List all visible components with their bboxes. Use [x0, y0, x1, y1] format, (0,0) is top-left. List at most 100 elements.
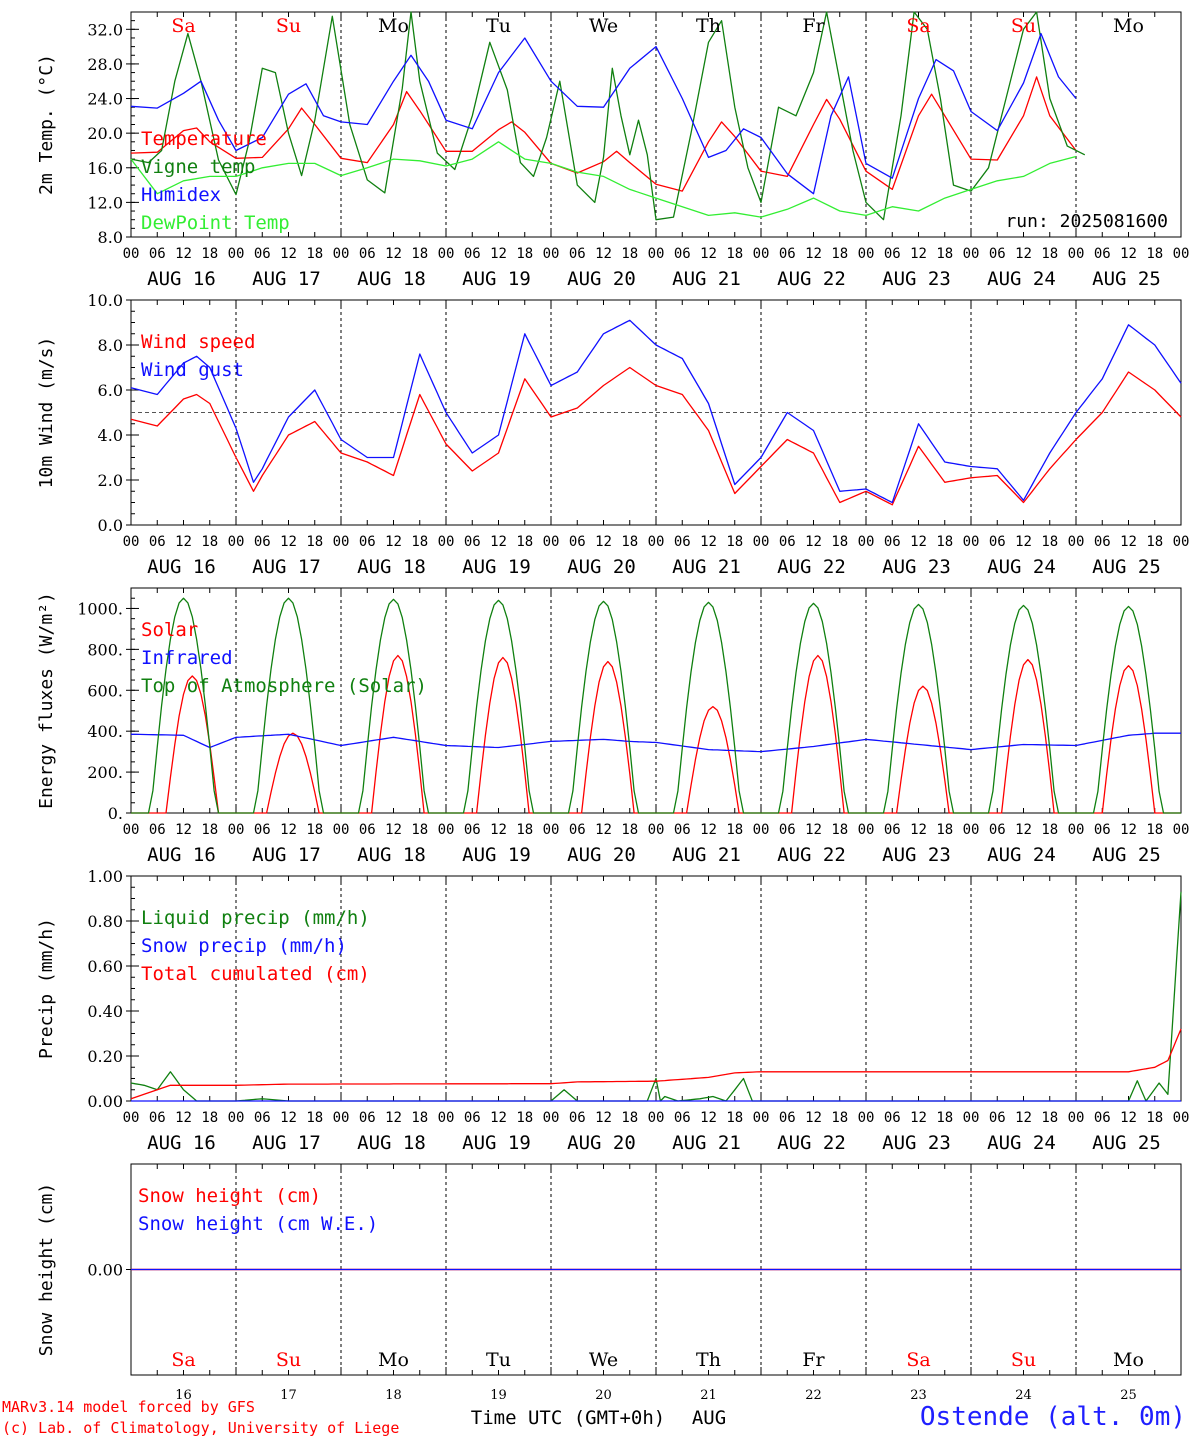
hour-tick-label: 06 [254, 822, 271, 838]
hour-tick-label: 12 [910, 534, 927, 550]
day-name-top: Sa [171, 15, 195, 37]
y-tick-label: 6.0 [98, 381, 123, 400]
hour-tick-label: 06 [464, 534, 481, 550]
y-tick-label: 16.0 [87, 159, 123, 178]
hour-tick-label: 12 [700, 1110, 717, 1126]
date-label: AUG 23 [882, 844, 951, 866]
date-label: AUG 17 [252, 268, 321, 290]
hour-tick-label: 00 [648, 534, 665, 550]
series-line-vigne-temp [130, 11, 1086, 221]
y-axis-title: Snow height (cm) [36, 1183, 57, 1356]
hour-tick-label: 06 [149, 822, 166, 838]
date-label: AUG 22 [777, 268, 846, 290]
plot-frame-2 [130, 587, 1182, 814]
hour-tick-label: 12 [805, 822, 822, 838]
hour-tick-label: 18 [831, 534, 848, 550]
day-number: 20 [595, 1388, 612, 1403]
hour-tick-label: 00 [543, 246, 560, 262]
hour-tick-label: 12 [1015, 246, 1032, 262]
hour-tick-label: 18 [516, 1110, 533, 1126]
hour-tick-label: 00 [123, 534, 140, 550]
hour-tick-label: 18 [831, 246, 848, 262]
hour-tick-label: 18 [621, 534, 638, 550]
hour-tick-label: 00 [438, 246, 455, 262]
date-label: AUG 16 [147, 844, 216, 866]
y-tick-label: 0.40 [87, 1002, 123, 1021]
hour-tick-label: 00 [963, 822, 980, 838]
hour-tick-label: 00 [648, 246, 665, 262]
date-label: AUG 22 [777, 1132, 846, 1154]
hour-tick-label: 18 [1146, 534, 1163, 550]
hour-tick-label: 12 [595, 246, 612, 262]
series-line-humidex [130, 32, 1077, 195]
hour-tick-label: 00 [228, 1110, 245, 1126]
hour-tick-label: 12 [1120, 534, 1137, 550]
y-tick-label: 0.00 [87, 1261, 123, 1280]
day-name-bottom: Th [696, 1349, 721, 1371]
day-name-bottom: Mo [1113, 1349, 1144, 1371]
hour-tick-label: 12 [595, 822, 612, 838]
hour-tick-label: 18 [306, 822, 323, 838]
date-label: AUG 23 [882, 268, 951, 290]
hour-tick-label: 18 [1041, 246, 1058, 262]
hour-tick-label: 12 [175, 534, 192, 550]
hour-tick-label: 06 [884, 246, 901, 262]
hour-tick-label: 06 [884, 534, 901, 550]
hour-tick-label: 12 [175, 246, 192, 262]
date-label: AUG 17 [252, 1132, 321, 1154]
date-label: AUG 21 [672, 844, 741, 866]
hour-tick-label: 12 [700, 534, 717, 550]
hour-tick-label: 00 [858, 246, 875, 262]
hour-tick-label: 18 [831, 1110, 848, 1126]
hour-tick-label: 12 [595, 534, 612, 550]
day-number: 17 [280, 1388, 297, 1403]
y-tick-label: 0.00 [87, 1092, 123, 1111]
date-label: AUG 16 [147, 1132, 216, 1154]
hour-tick-label: 18 [726, 246, 743, 262]
hour-tick-label: 12 [280, 246, 297, 262]
hour-tick-label: 18 [1041, 1110, 1058, 1126]
series-line-wind-gust [130, 319, 1182, 504]
hour-tick-label: 00 [963, 534, 980, 550]
hour-tick-label: 18 [1041, 822, 1058, 838]
hour-tick-label: 00 [123, 246, 140, 262]
hour-tick-label: 00 [963, 246, 980, 262]
x-axis-month: AUG [692, 1407, 726, 1429]
hour-tick-label: 06 [359, 822, 376, 838]
hour-tick-label: 12 [280, 534, 297, 550]
hour-tick-label: 18 [516, 822, 533, 838]
hour-tick-label: 00 [753, 822, 770, 838]
hour-tick-label: 06 [779, 534, 796, 550]
hour-tick-label: 00 [333, 534, 350, 550]
day-number: 21 [700, 1388, 717, 1403]
y-axis-title: Energy fluxes (W/m²) [36, 592, 57, 809]
day-name-bottom: We [589, 1349, 618, 1371]
hour-tick-label: 00 [333, 1110, 350, 1126]
hour-tick-label: 18 [411, 822, 428, 838]
y-tick-label: 400. [87, 722, 123, 741]
date-label: AUG 23 [882, 556, 951, 578]
date-label: AUG 19 [462, 268, 531, 290]
date-label: AUG 16 [147, 556, 216, 578]
hour-tick-label: 18 [726, 534, 743, 550]
day-name-top: Fr [802, 15, 825, 37]
hour-tick-label: 00 [1068, 246, 1085, 262]
hour-tick-label: 18 [201, 1110, 218, 1126]
y-tick-label: 0.20 [87, 1047, 123, 1066]
series-line-dewpoint-temp [130, 141, 1077, 218]
series-line-total-cumulated-cm- [130, 1028, 1182, 1100]
date-label: AUG 20 [567, 268, 636, 290]
y-tick-label: 8.0 [98, 228, 123, 247]
hour-tick-label: 00 [123, 1110, 140, 1126]
hour-tick-label: 00 [438, 1110, 455, 1126]
hour-tick-label: 06 [884, 822, 901, 838]
hour-tick-label: 06 [569, 822, 586, 838]
series-line-top-of-atmosphere-solar- [131, 597, 1181, 814]
hour-tick-label: 00 [963, 1110, 980, 1126]
hour-tick-label: 12 [805, 1110, 822, 1126]
day-name-bottom: Su [1011, 1349, 1036, 1371]
hour-tick-label: 06 [989, 246, 1006, 262]
day-name-top: Mo [378, 15, 409, 37]
y-tick-label: 200. [87, 763, 123, 782]
hour-tick-label: 12 [280, 822, 297, 838]
